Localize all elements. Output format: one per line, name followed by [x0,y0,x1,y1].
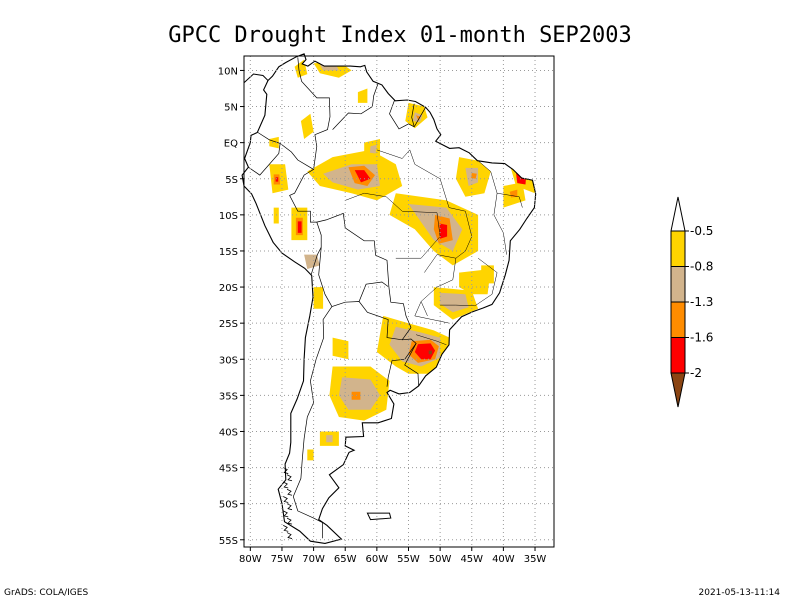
country-border [292,306,333,539]
drought-patch [481,265,494,284]
footer-right: 2021-05-13-11:14 [699,588,781,598]
x-tick-label: 35W [524,554,547,565]
country-border [389,99,426,130]
drought-patch [307,449,314,461]
drought-patch [304,254,320,269]
x-tick-label: 40W [492,554,515,565]
country-border [279,143,322,275]
island-coast [286,503,293,511]
legend-swatch [670,301,686,338]
country-border [248,132,281,176]
footer-left: GrADS: COLA/IGES [4,588,88,598]
island-coast [283,481,289,489]
y-tick-label: 50S [219,500,238,511]
y-axis: 10N 5N EQ 5S 10S 15S 20S 25S 30S 35S 40S 45S 50S 55S [218,66,244,547]
drought-patch [294,59,308,78]
y-tick-label: 45S [219,464,238,475]
y-tick-label: 5N [224,103,238,114]
legend: -0.5 -0.8 -1.3 -1.6 -2 [670,196,713,408]
island-coast [286,488,293,496]
drought-patch [269,136,279,149]
x-tick-label: 45W [460,554,483,565]
legend-label: -1.6 [690,331,713,345]
legend-arrow-top [670,196,686,232]
country-border [411,103,415,127]
drought-patch [273,207,279,224]
y-tick-label: 35S [219,391,238,402]
drought-shading [269,59,535,461]
island-coast [283,467,289,474]
falklands-coast [366,512,392,521]
x-tick-label: 70W [302,554,325,565]
y-tick-label: 40S [219,427,238,438]
drought-patch [428,350,432,355]
y-tick-label: 5S [225,175,238,186]
state-border [345,192,441,259]
y-tick-label: 20S [219,283,238,294]
state-border [416,334,447,346]
y-tick-label: 30S [219,355,238,366]
legend-label: -2 [690,366,702,380]
country-border [316,212,412,328]
drought-patch [275,177,279,182]
state-border [376,149,466,212]
drought-patch [313,287,324,309]
legend-arrow-bottom [670,372,686,408]
x-tick-label: 80W [239,554,262,565]
x-tick-label: 50W [429,554,452,565]
gridlines [244,56,554,547]
drought-patch [369,144,377,154]
drought-patch [439,223,448,239]
island-coast [286,532,293,539]
country-border [297,57,331,170]
coastline [241,53,537,544]
map-frame [243,55,555,548]
drought-patch [326,435,333,443]
legend-swatch [670,230,686,267]
country-border [404,343,419,387]
legend-label: -0.8 [690,260,713,274]
drought-patch [416,115,421,121]
x-tick-label: 65W [334,554,357,565]
y-tick-label: EQ [224,139,238,150]
legend-swatch [670,337,686,374]
drought-patch [357,88,368,103]
x-tick-label: 55W [397,554,420,565]
state-border [440,258,498,307]
y-tick-label: 15S [219,247,238,258]
drought-patch [297,221,302,233]
legend-swatch [670,266,686,303]
chart-title: GPCC Drought Index 01-month SEP2003 [168,23,632,48]
x-tick-label: 60W [366,554,389,565]
y-tick-label: 10S [219,211,238,222]
central-america-coast [243,73,269,84]
state-border [414,301,450,324]
y-tick-label: 10N [218,66,238,77]
island-coast [286,474,293,482]
drought-patch [300,113,314,139]
island-coast [283,510,289,518]
state-border [477,160,507,255]
state-border [424,211,473,273]
south-america-coast [241,53,537,544]
x-tick-label: 75W [271,554,294,565]
drought-patch [354,170,371,183]
island-coast [283,524,289,532]
x-axis: 80W 75W 70W 65W 60W 55W 50W 45W 40W 35W [239,547,546,565]
drought-patch [440,292,469,313]
drought-patch [332,337,349,360]
drought-patch [471,173,477,179]
y-tick-label: 55S [219,536,238,547]
drought-patch [414,343,436,360]
island-coast [283,496,289,503]
legend-label: -1.3 [690,295,713,309]
country-border [332,83,379,130]
y-tick-label: 25S [219,319,238,330]
legend-label: -0.5 [690,224,713,238]
country-border [358,281,390,302]
state-border [497,192,523,208]
island-coast [286,517,293,525]
